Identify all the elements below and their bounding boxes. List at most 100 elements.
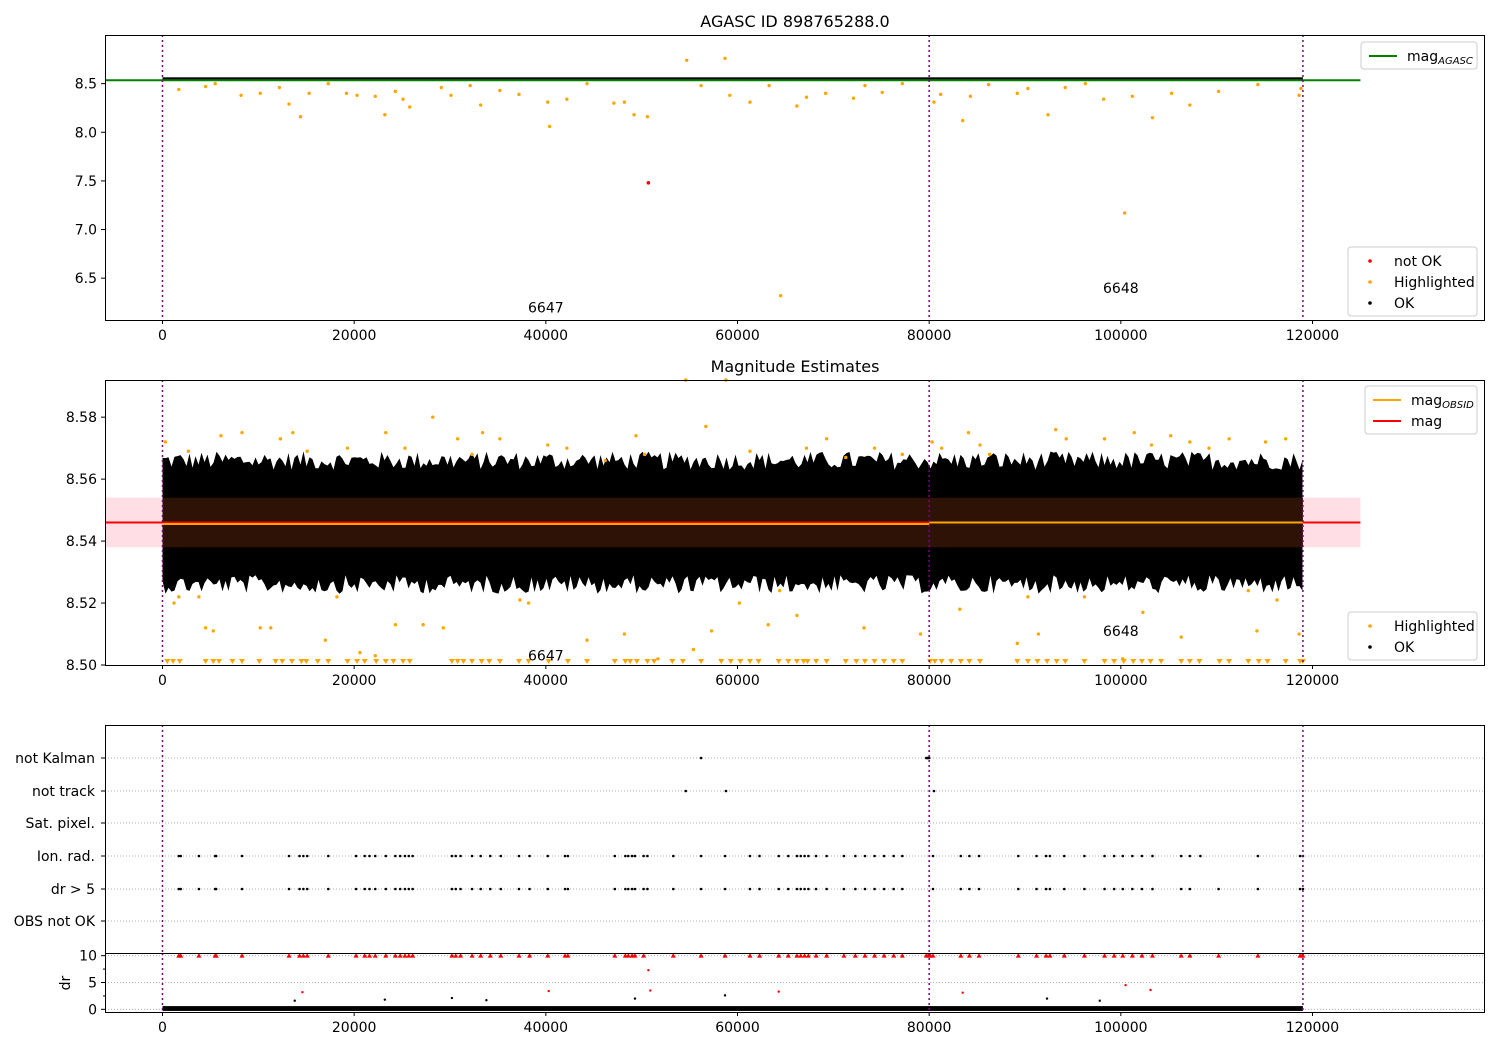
highlighted-point (709, 629, 714, 633)
flag-point (882, 887, 886, 891)
highlighted-point (1207, 446, 1211, 450)
flag-point (407, 887, 411, 891)
dr-not-ok-point (1124, 983, 1127, 987)
dr-clipped-marker (1216, 953, 1222, 958)
not-ok-point (646, 181, 651, 185)
highlighted-point (345, 446, 350, 450)
below-range-marker (1120, 659, 1127, 664)
below-range-marker (737, 659, 744, 664)
below-range-marker (469, 659, 476, 664)
flag-point (287, 854, 291, 858)
dr-clipped-marker (1149, 953, 1155, 958)
flag-point (1217, 887, 1220, 891)
dr-clipped-marker (458, 953, 464, 958)
below-range-marker (1024, 659, 1031, 664)
dr-clipped-marker (1034, 953, 1039, 958)
below-range-marker (486, 659, 493, 664)
flag-point (646, 854, 649, 858)
highlighted-point (778, 293, 783, 298)
dr-not-ok-point (1149, 988, 1152, 992)
flag-point (807, 854, 810, 858)
dr-clipped-marker (625, 953, 631, 958)
flag-point (814, 887, 818, 891)
dr-clipped-marker (1102, 953, 1108, 958)
highlighted-point (203, 626, 208, 630)
dr-clipped-marker (670, 953, 676, 958)
below-range-marker (202, 659, 209, 664)
panel-estimates-lower-legend-dot-swatch (1368, 624, 1372, 628)
flag-point (354, 854, 358, 858)
flag-point (931, 854, 935, 858)
highlighted-point (622, 632, 627, 636)
flag-point (1048, 854, 1052, 858)
highlighted-point (900, 452, 905, 457)
below-range-marker (861, 659, 868, 664)
flag-point (786, 854, 790, 858)
highlighted-point (823, 91, 828, 96)
flag-point (302, 854, 305, 858)
highlighted-point (939, 446, 944, 450)
flag-point (1044, 887, 1048, 891)
highlighted-point (642, 452, 647, 457)
flag-point (528, 887, 531, 891)
highlighted-point (880, 90, 884, 95)
below-range-marker (298, 659, 305, 664)
flag-point (873, 854, 876, 858)
panel-agasc-magnitude: AGASC ID 898765288.0 6647 6648 0 20000 4000… (75, 12, 1485, 344)
highlighted-point (305, 449, 309, 453)
flag-point (624, 887, 627, 891)
panel-estimates-ytick-label: 8.50 (66, 658, 97, 674)
panel-estimates-ytick-label: 8.54 (66, 534, 97, 550)
highlighted-point (498, 88, 502, 93)
panel-agasc-lower-legend-dot-swatch (1368, 301, 1372, 305)
dr-clipped-marker (785, 953, 791, 958)
flag-point (1103, 887, 1106, 891)
panel-agasc-xtick-label: 20000 (332, 328, 377, 344)
below-range-marker (718, 659, 725, 664)
below-range-marker (390, 659, 397, 664)
panel-agasc-xtick-label: 120000 (1286, 328, 1339, 344)
flag-point (630, 887, 634, 891)
flag-point (882, 854, 886, 858)
panel-estimates-upper-legend-label-subscript: OBSID (1442, 400, 1474, 411)
dr-clipped-marker (1255, 953, 1261, 958)
highlighted-point (498, 437, 502, 441)
highlighted-point (1188, 440, 1192, 444)
dr-clipped-marker (798, 953, 804, 958)
panel-flags-axes: not Kalman not track Sat. pixel. Ion. rad. d… (14, 751, 105, 930)
highlighted-point (1256, 82, 1260, 87)
flag-point (499, 854, 503, 858)
flag-point (814, 854, 818, 858)
flag-point (1140, 854, 1144, 858)
flag-point (197, 887, 201, 891)
panel-estimates-upper-legend-label: mag (1411, 414, 1442, 430)
dr-clipped-marker (872, 953, 878, 958)
panel-agasc-ytick-label: 7.5 (75, 174, 97, 190)
dr-clipped-marker (410, 953, 416, 958)
highlighted-point (634, 434, 638, 438)
highlighted-point (645, 115, 650, 119)
dr-clipped-marker (196, 953, 202, 958)
flag-row-label: not track (32, 784, 96, 800)
below-range-marker (1014, 659, 1021, 664)
dr-clipped-marker (325, 953, 331, 958)
below-range-marker (1034, 659, 1041, 664)
panel-dr-axes: 0 5 10 0 20000 40000 60000 80000 100000 120000 (79, 949, 1339, 1036)
highlighted-point (1188, 103, 1192, 107)
flag-point (368, 854, 371, 858)
highlighted-point (1053, 427, 1058, 432)
flag-point (566, 887, 570, 891)
dr-clipped-marker (304, 953, 310, 958)
flag-point (1121, 854, 1125, 858)
flag-point (517, 887, 521, 891)
flag-row-label: OBS not OK (14, 914, 96, 930)
obsid-label: 6647 (528, 300, 564, 316)
highlighted-point (938, 92, 943, 97)
flag-point (777, 887, 781, 891)
flag-point (699, 887, 703, 891)
dr-clipped-marker (1061, 953, 1067, 958)
dr-not-ok-point (301, 990, 304, 994)
flag-point (777, 854, 781, 858)
flag-point (528, 854, 531, 858)
dr-clipped-marker (1187, 953, 1193, 958)
